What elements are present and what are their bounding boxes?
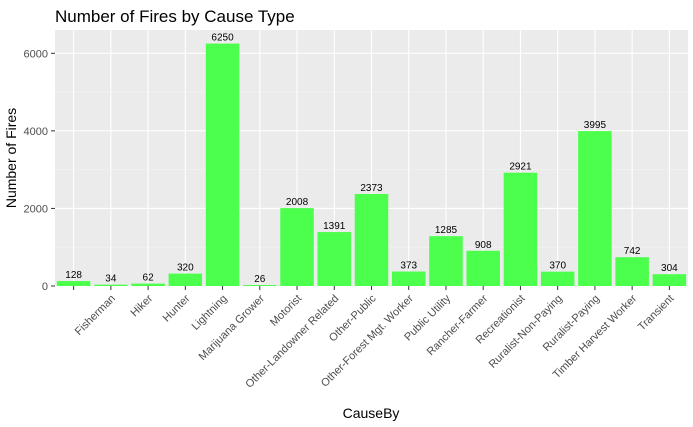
y-tick-label: 0 [42, 281, 48, 293]
bar-10 [429, 236, 463, 286]
bar-0 [56, 281, 91, 286]
bar-14 [578, 131, 612, 286]
y-axis: 0 2000 4000 6000 [24, 48, 55, 293]
bar-value-label: 1285 [435, 225, 458, 236]
y-axis-title: Number of Fires [3, 108, 19, 208]
bar-value-labels: 128 34 62 320 6250 26 2008 1391 2373 373 1285 908 29… [65, 33, 678, 285]
y-tick-label: 6000 [24, 48, 48, 60]
bar-11 [466, 250, 500, 286]
bar-16 [652, 274, 687, 286]
x-tick-label: Hunter [161, 292, 193, 324]
x-tick-label: Hiker [129, 292, 156, 319]
x-tick-label: Ruralist-Non-Paying [487, 293, 565, 371]
bar-value-label: 34 [105, 274, 117, 285]
bar-value-label: 320 [177, 263, 194, 274]
bar-7 [317, 232, 352, 286]
bar-5 [243, 284, 277, 286]
bar-value-label: 2921 [509, 162, 532, 173]
bar-13 [540, 271, 575, 286]
bars [56, 43, 687, 286]
bar-15 [615, 257, 649, 286]
bar-6 [280, 208, 314, 286]
bar-value-label: 128 [65, 270, 82, 281]
x-axis-title: CauseBy [343, 405, 400, 421]
bar-value-label: 304 [661, 263, 678, 274]
bar-value-label: 373 [400, 261, 417, 272]
chart-title: Number of Fires by Cause Type [55, 7, 295, 26]
x-tick-label: Transient [636, 293, 677, 334]
y-tick-label: 4000 [24, 126, 48, 138]
bar-value-label: 62 [143, 273, 155, 284]
bar-12 [503, 172, 538, 286]
x-tick-label: Fisherman [73, 293, 118, 338]
bar-1 [94, 284, 128, 286]
bar-value-label: 742 [624, 246, 641, 257]
bar-4 [205, 43, 240, 286]
bar-8 [354, 193, 389, 286]
bar-value-label: 2008 [286, 197, 309, 208]
x-tick-label: Marijuana Grower [197, 292, 268, 363]
bar-value-label: 3995 [584, 120, 607, 131]
bar-value-label: 370 [549, 261, 566, 272]
y-tick-label: 2000 [24, 203, 48, 215]
bar-value-label: 908 [475, 240, 492, 251]
bar-9 [391, 271, 426, 286]
bar-value-label: 26 [254, 274, 266, 285]
bar-value-label: 6250 [211, 33, 234, 44]
bar-2 [131, 283, 165, 286]
bar-3 [168, 273, 203, 286]
bar-value-label: 1391 [323, 221, 346, 232]
x-tick-label: Motorist [268, 293, 304, 329]
bar-value-label: 2373 [360, 183, 383, 194]
